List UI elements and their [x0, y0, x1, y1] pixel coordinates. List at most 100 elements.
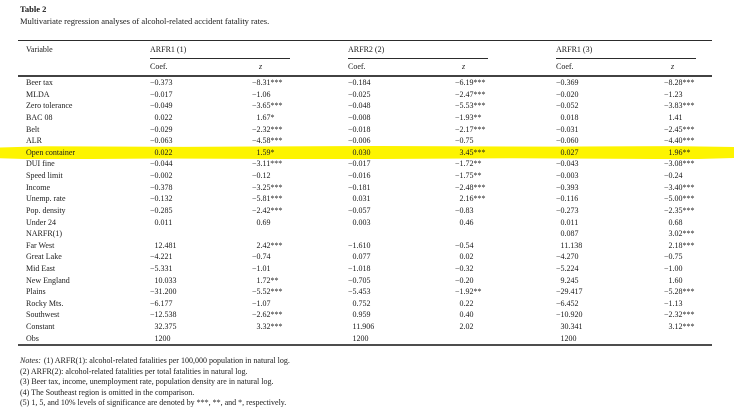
coef-cell: −5.453 — [348, 287, 371, 297]
coef-cell: 0.752 — [352, 298, 371, 308]
coef-cell: −0.017 — [348, 159, 371, 169]
row-label: Open container — [26, 147, 76, 157]
coef-cell: −0.116 — [556, 194, 579, 204]
coef-cell: −0.006 — [348, 136, 371, 146]
coef-cell: 0.077 — [352, 252, 371, 262]
z-cell: −0.83 — [455, 205, 474, 215]
table-row: Plains −31.200 −5.52*** −5.453 −1.92** −… — [18, 286, 712, 298]
coef-cell — [348, 228, 455, 240]
row-label: Belt — [26, 124, 40, 134]
z-cell: 3.45*** — [459, 147, 486, 157]
row-label: Rocky Mts. — [26, 298, 64, 308]
z-cell: −0.20 — [455, 275, 474, 285]
z-cell: −0.54 — [455, 240, 474, 250]
coef-cell: 0.030 — [352, 147, 371, 157]
table-row: Rocky Mts. −6.177 −1.07 0.752 0.22 −6.45… — [18, 298, 712, 310]
coef-column-header: Coef. — [556, 61, 574, 71]
coef-cell: 0.011 — [154, 217, 173, 227]
table-row: Beer tax −0.373 −8.31*** −0.184 −6.19***… — [18, 77, 712, 89]
z-cell: −2.32*** — [664, 310, 695, 320]
z-cell: −1.92** — [455, 287, 482, 297]
coef-cell: −0.029 — [150, 124, 173, 134]
group-header-label: ARFR1 (1) — [150, 45, 290, 59]
coef-cell: 1200 — [560, 333, 577, 343]
group-header-arfr2-2: ARFR2 (2) — [348, 45, 556, 59]
coef-cell: −1.610 — [348, 240, 371, 250]
z-cell: −1.75** — [455, 171, 482, 181]
table-row: Great Lake −4.221 −0.74 0.077 0.02 −4.27… — [18, 251, 712, 263]
z-cell: −3.83*** — [664, 101, 695, 111]
coef-cell: −0.184 — [348, 78, 371, 88]
z-cell: −3.08*** — [664, 159, 695, 169]
note-line: Notes: (1) ARFR(1): alcohol-related fatal… — [20, 356, 724, 367]
z-cell: −0.12 — [252, 171, 271, 181]
coef-cell: 11.138 — [560, 240, 583, 250]
coef-cell: 0.027 — [560, 147, 579, 157]
z-cell: −3.11*** — [252, 159, 283, 169]
z-cell: −1.07 — [252, 298, 271, 308]
row-label: Plains — [26, 287, 46, 297]
table-row: Southwest −12.538 −2.62*** 0.959 0.40 −1… — [18, 309, 712, 321]
z-cell: 3.32*** — [256, 321, 283, 331]
notes-prefix: Notes: — [20, 356, 41, 365]
coef-cell — [150, 228, 252, 240]
group-header-arfr1-1: ARFR1 (1) — [150, 45, 348, 59]
z-cell: −1.13 — [664, 298, 683, 308]
row-label: Constant — [26, 321, 55, 331]
row-label: Under 24 — [26, 217, 56, 227]
row-label: Unemp. rate — [26, 194, 66, 204]
coef-cell: 10.033 — [154, 275, 177, 285]
row-label: Pop. density — [26, 205, 66, 215]
z-cell: 2.42*** — [256, 240, 283, 250]
z-cell: −2.47*** — [455, 89, 486, 99]
z-cell: 1.67* — [256, 113, 275, 123]
coef-cell: −0.052 — [556, 101, 579, 111]
row-label: NARFR(1) — [26, 229, 63, 239]
subheader-spacer — [18, 62, 150, 72]
coef-cell: −0.273 — [556, 205, 579, 215]
group-header-label: ARFR1 (3) — [556, 45, 696, 59]
coef-cell: −12.538 — [150, 310, 177, 320]
coef-cell: −29.417 — [556, 287, 583, 297]
row-label: Beer tax — [26, 78, 53, 88]
row-label: MLDA — [26, 89, 50, 99]
variable-column-header: Variable — [26, 45, 53, 54]
coef-cell: −6.452 — [556, 298, 579, 308]
z-cell: −1.23 — [664, 89, 683, 99]
z-cell: −2.35*** — [664, 205, 695, 215]
coef-cell: 0.003 — [352, 217, 371, 227]
table-row: BAC 08 0.022 1.67* −0.008 −1.93** 0.018 … — [18, 112, 712, 124]
coef-cell: −0.393 — [556, 182, 579, 192]
note-line: (2) ARFR(2): alcohol-related fatalities … — [20, 367, 724, 378]
coef-cell: −0.049 — [150, 101, 173, 111]
z-cell: −0.74 — [252, 252, 271, 262]
z-cell: 1.96** — [668, 147, 691, 157]
coef-cell: −6.177 — [150, 298, 173, 308]
z-cell — [455, 228, 556, 240]
note-line: (4) The Southeast region is omitted in t… — [20, 388, 724, 399]
coef-cell: −0.048 — [348, 101, 371, 111]
row-label: Mid East — [26, 263, 56, 273]
coef-cell: −0.043 — [556, 159, 579, 169]
note-text: (3) Beer tax, income, unemployment rate,… — [20, 377, 274, 387]
z-cell: −1.00 — [664, 263, 683, 273]
coef-cell: −5.331 — [150, 263, 173, 273]
note-text: (5) 1, 5, and 10% levels of significance… — [20, 398, 287, 408]
table-row: Zero tolerance −0.049 −3.65*** −0.048 −5… — [18, 100, 712, 112]
z-cell: 1.41 — [668, 113, 683, 123]
z-cell: −1.06 — [252, 89, 271, 99]
table-row: DUI fine −0.044 −3.11*** −0.017 −1.72** … — [18, 158, 712, 170]
table-label: Table 2 — [20, 4, 47, 14]
row-label: Zero tolerance — [26, 101, 73, 111]
z-cell: −0.32 — [455, 263, 474, 273]
table-row: New England 10.033 1.72** −0.705 −0.20 9… — [18, 275, 712, 287]
row-label: ALR — [26, 136, 42, 146]
coef-cell: −0.373 — [150, 78, 173, 88]
group-header-arfr1-3: ARFR1 (3) — [556, 45, 712, 59]
z-cell — [664, 333, 712, 345]
z-cell: 1.60 — [668, 275, 683, 285]
table-row: Speed limit −0.002 −0.12 −0.016 −1.75** … — [18, 170, 712, 182]
table-subheader-row: Coef. z Coef. z Coef. z — [18, 59, 712, 76]
z-cell: −3.40*** — [664, 182, 695, 192]
coef-cell: −0.008 — [348, 113, 371, 123]
